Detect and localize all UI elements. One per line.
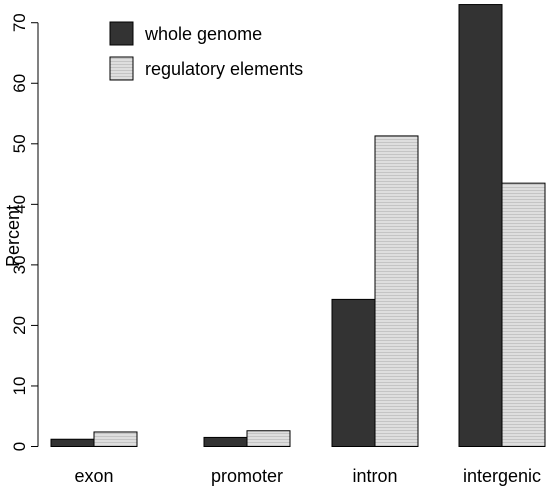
y-tick-label: 20 [10,316,29,335]
bar-promoter-regulatory-elements [246,430,291,448]
category-label-intron: intron [352,466,397,486]
y-tick-label: 50 [10,134,29,153]
y-tick-label: 40 [10,195,29,214]
y-ticks: 0 10 20 30 40 50 60 70 [10,13,38,451]
bar-promoter-whole-genome [203,436,248,448]
legend-label-whole-genome: whole genome [144,24,262,44]
y-axis: 0 10 20 30 40 50 60 70 [10,13,39,451]
category-label-exon: exon [74,466,113,486]
category-labels: exon promoter intron intergenic [74,466,541,486]
bar-intron-whole-genome [331,298,376,447]
bars [50,4,546,448]
category-label-promoter: promoter [211,466,283,486]
bar-intergenic-whole-genome [458,4,503,447]
bar-exon-regulatory-elements [93,431,138,447]
bar-intergenic-regulatory-elements [501,182,546,447]
legend-swatch-regulatory-elements [109,56,134,81]
legend-swatch-whole-genome [109,21,134,46]
legend: whole genome regulatory elements [109,21,303,81]
y-tick-label: 10 [10,376,29,395]
legend-label-regulatory-elements: regulatory elements [145,59,303,79]
bar-exon-whole-genome [50,438,95,447]
y-tick-label: 0 [10,442,29,451]
bar-intron-regulatory-elements [374,135,419,447]
y-tick-label: 70 [10,13,29,32]
y-tick-label: 60 [10,74,29,93]
y-axis-title: Percent [3,205,23,267]
y-tick-label: 30 [10,255,29,274]
category-label-intergenic: intergenic [463,466,541,486]
